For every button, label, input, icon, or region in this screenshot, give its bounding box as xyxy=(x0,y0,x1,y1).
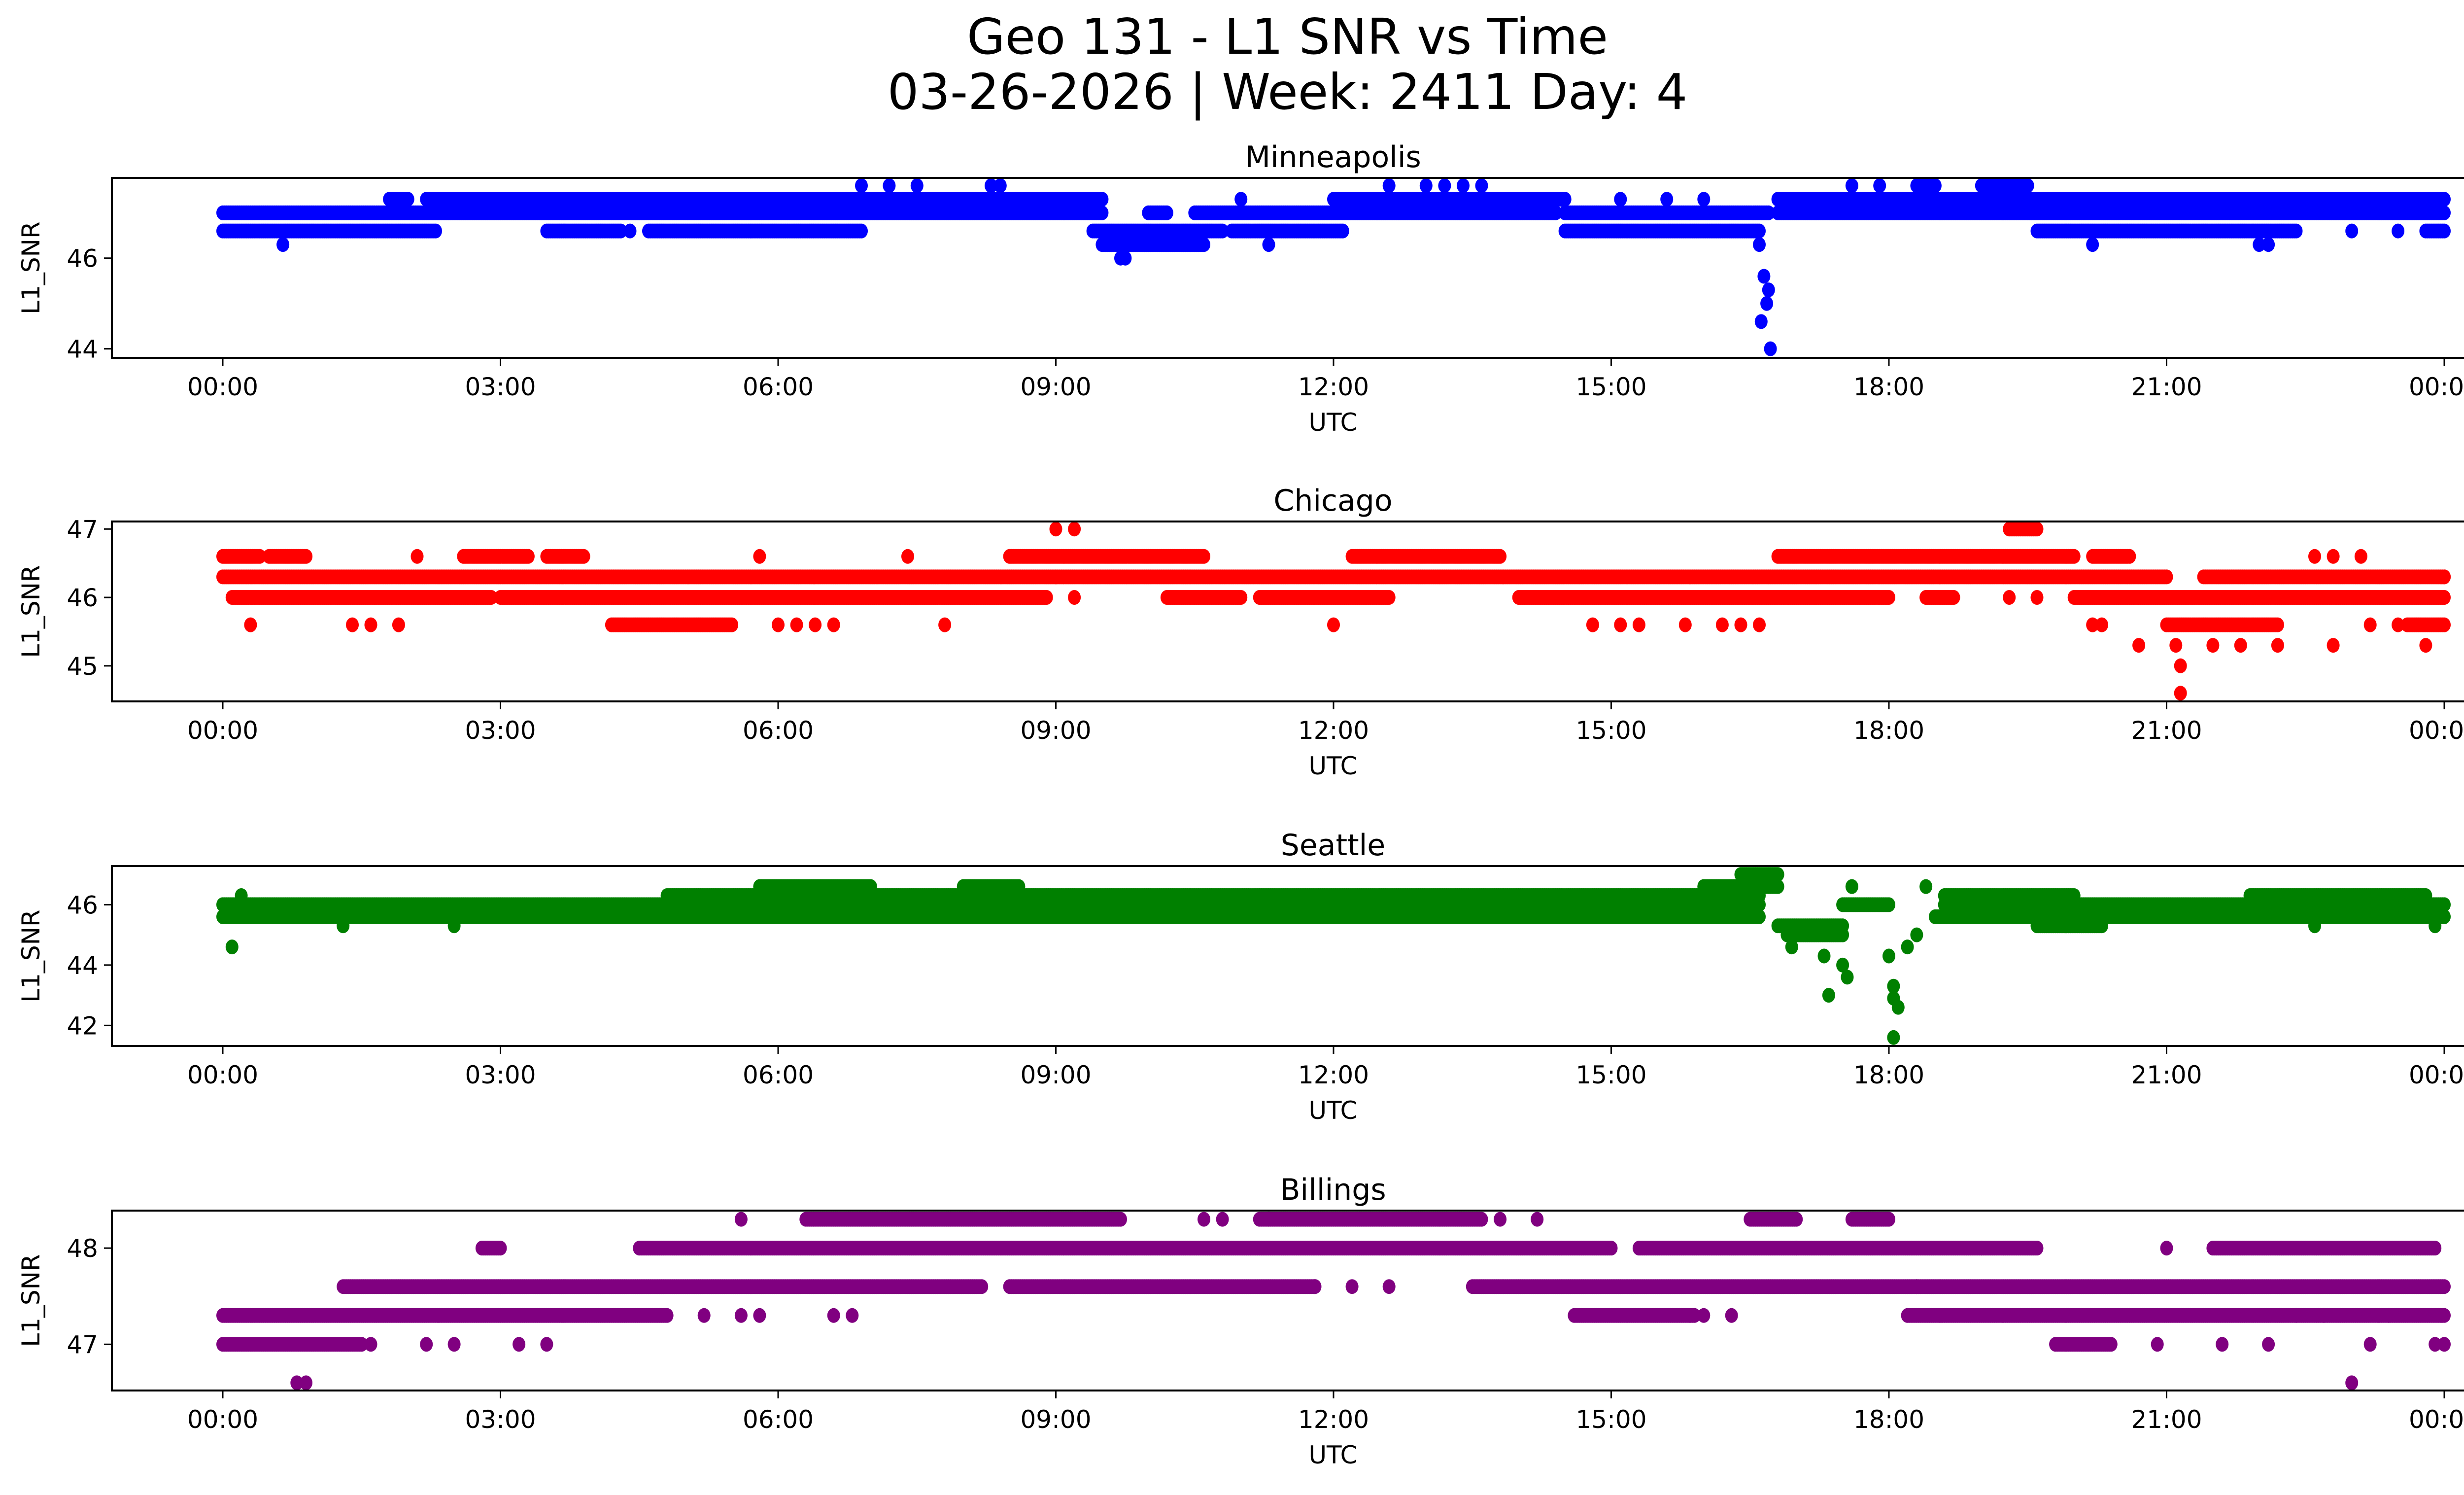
data-point xyxy=(429,223,442,239)
x-tick-label: 03:00 xyxy=(465,373,536,401)
data-point xyxy=(883,178,896,193)
x-tick-label: 00:00 xyxy=(187,373,258,401)
data-point xyxy=(1095,205,1109,220)
data-point xyxy=(1754,314,1768,329)
data-point xyxy=(2392,223,2405,239)
data-point xyxy=(2345,223,2359,239)
x-tick-label: 09:00 xyxy=(1020,373,1091,401)
x-tick-label: 12:00 xyxy=(1298,373,1369,401)
data-point xyxy=(993,178,1007,193)
data-point xyxy=(276,237,290,252)
data-point xyxy=(2160,569,2173,585)
data-point xyxy=(577,549,590,564)
data-point xyxy=(1119,250,1132,266)
x-tick-label: 18:00 xyxy=(1853,373,1924,401)
data-point xyxy=(1753,223,1766,239)
data-point xyxy=(1095,192,1109,207)
data-point xyxy=(1419,178,1433,193)
data-point xyxy=(1216,223,1229,239)
data-point xyxy=(1762,282,1775,298)
x-tick-label: 06:00 xyxy=(743,373,814,401)
data-point xyxy=(1234,192,1248,207)
data-point xyxy=(1762,205,1775,220)
data-point xyxy=(1198,237,1210,252)
data-point xyxy=(1336,223,1349,239)
data-point xyxy=(401,192,414,207)
data-point xyxy=(300,549,313,564)
data-point xyxy=(855,178,868,193)
y-axis-label: L1_SNR xyxy=(17,221,45,314)
x-tick-label: 21:00 xyxy=(2131,373,2202,401)
y-tick-label: 44 xyxy=(67,335,98,364)
data-point xyxy=(1660,192,1674,207)
data-point xyxy=(1614,192,1627,207)
y-tick-label: 46 xyxy=(67,244,98,273)
data-point xyxy=(910,178,924,193)
subplot-title: Chicago xyxy=(1273,484,1392,518)
x-tick-label: 15:00 xyxy=(1575,373,1646,401)
data-point xyxy=(1697,192,1711,207)
data-point xyxy=(1040,590,1053,605)
data-point xyxy=(1262,237,1275,252)
data-point xyxy=(855,223,868,239)
subplot-minneapolis: Minneapolis 00:00 03:00 06:00 09:00 12:00 15:0… xyxy=(17,140,2464,437)
data-point xyxy=(1382,590,1396,605)
data-point xyxy=(2438,223,2451,239)
data-point xyxy=(521,549,535,564)
figure-title-line1: Geo 131 - L1 SNR vs Time xyxy=(967,8,1608,66)
x-axis-label: UTC xyxy=(1308,408,1357,437)
subplot-title: Minneapolis xyxy=(1245,140,1421,174)
data-point xyxy=(1845,178,1858,193)
data-point xyxy=(725,617,739,632)
data-point xyxy=(2438,205,2451,220)
x-tick-label: 00:00 xyxy=(2409,373,2464,401)
data-point xyxy=(614,223,627,239)
figure-title-line2: 03-26-2026 | Week: 2411 Day: 4 xyxy=(887,63,1688,121)
data-point xyxy=(2021,178,2034,193)
data-point xyxy=(253,549,267,564)
data-point xyxy=(1457,178,1470,193)
data-point xyxy=(2086,237,2099,252)
data-point xyxy=(1757,269,1771,284)
data-point xyxy=(2438,192,2451,207)
data-point xyxy=(1753,237,1766,252)
data-point xyxy=(1760,296,1774,311)
data-point xyxy=(1928,178,1942,193)
data-point xyxy=(1494,549,1507,564)
data-points xyxy=(216,178,2451,356)
data-point xyxy=(1558,192,1572,207)
data-point xyxy=(484,590,498,605)
data-point xyxy=(1198,549,1210,564)
data-point xyxy=(1873,178,1886,193)
data-point xyxy=(1160,205,1173,220)
data-point xyxy=(1475,178,1488,193)
data-point xyxy=(1764,341,1777,356)
data-point xyxy=(1382,178,1396,193)
data-point xyxy=(623,223,637,239)
data-point xyxy=(2253,237,2266,252)
data-points xyxy=(216,522,2451,701)
data-point xyxy=(985,178,997,193)
data-point xyxy=(2290,223,2303,239)
data-point xyxy=(1234,590,1248,605)
data-point xyxy=(2262,237,2275,252)
data-point xyxy=(1438,178,1451,193)
data-point xyxy=(1549,205,1562,220)
